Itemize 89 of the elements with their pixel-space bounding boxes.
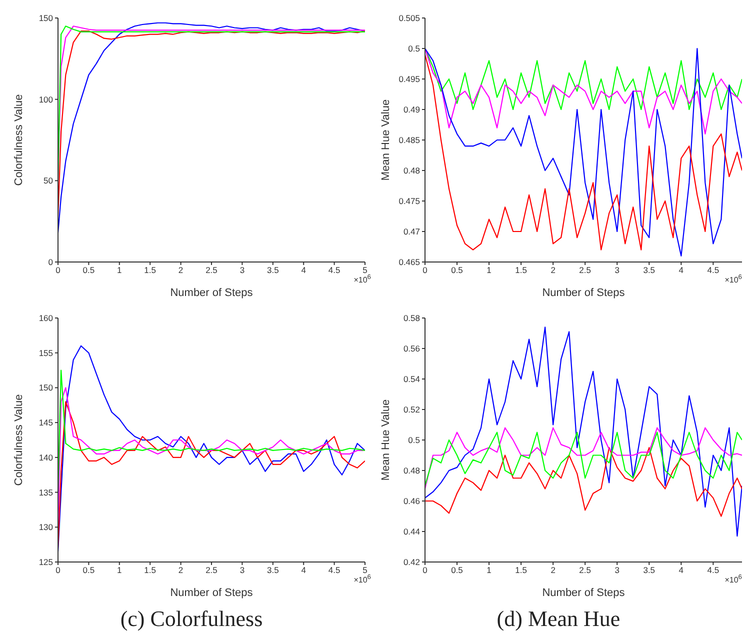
x-tick-label: 4 bbox=[678, 265, 684, 276]
x-axis-title: Number of Steps bbox=[542, 287, 626, 299]
x-tick-label: 0 bbox=[422, 565, 428, 576]
x-tick-label: 2.5 bbox=[579, 565, 592, 576]
x-tick-label: 4.5 bbox=[707, 265, 720, 276]
x-tick-label: 3 bbox=[614, 265, 620, 276]
x-tick-label: 1.5 bbox=[144, 565, 156, 576]
x-tick-label: 2.5 bbox=[206, 265, 218, 276]
x-tick-label: 1.5 bbox=[515, 265, 528, 276]
y-tick-label: 0.49 bbox=[403, 104, 420, 115]
text: ×10$^{6}$ bbox=[354, 274, 371, 285]
x-tick-label: 2 bbox=[550, 565, 556, 576]
x-tick-label: 4 bbox=[301, 565, 306, 576]
x-tick-label: 0.5 bbox=[451, 265, 464, 276]
y-tick-label: 145 bbox=[38, 418, 54, 428]
y-tick-label: 0.42 bbox=[403, 557, 420, 568]
x-tick-label: 1.5 bbox=[515, 565, 528, 576]
y-tick-label: 0.58 bbox=[403, 313, 420, 324]
x-axis-title: Number of Steps bbox=[542, 587, 626, 599]
x-tick-label: 3.5 bbox=[643, 565, 656, 576]
text: ×10$^{6}$ bbox=[724, 274, 742, 285]
y-axis-title: Colorfulness Value bbox=[12, 94, 25, 186]
y-tick-label: 0.505 bbox=[398, 13, 420, 24]
y-axis-title: Mean Hue Value bbox=[380, 99, 392, 181]
y-tick-label: 0.48 bbox=[403, 166, 420, 176]
y-tick-label: 0.47 bbox=[403, 226, 420, 237]
x-tick-label: 3.5 bbox=[266, 265, 280, 276]
y-tick-label: 0.475 bbox=[398, 196, 420, 206]
y-tick-label: 0.46 bbox=[403, 496, 420, 506]
x-tick-label: 5 bbox=[362, 565, 368, 576]
x-tick-label: 4.5 bbox=[707, 565, 720, 576]
y-tick-label: 0.56 bbox=[403, 344, 420, 354]
x-tick-label: 3 bbox=[240, 565, 245, 576]
x-tick-label: 4 bbox=[301, 265, 306, 276]
y-tick-label: 155 bbox=[38, 348, 54, 358]
y-tick-label: 135 bbox=[38, 487, 54, 498]
y-tick-label: 0.44 bbox=[403, 526, 420, 537]
x-tick-label: 4.5 bbox=[328, 565, 340, 576]
y-tick-label: 125 bbox=[38, 557, 54, 568]
x-tick-label: 2 bbox=[550, 265, 556, 276]
x-tick-label: 0 bbox=[56, 265, 61, 276]
y-tick-label: 0.465 bbox=[398, 257, 420, 268]
y-tick-label: 0.5 bbox=[408, 44, 420, 54]
x-tick-label: 3 bbox=[614, 565, 620, 576]
x-tick-label: 2 bbox=[178, 565, 184, 576]
x-tick-label: 1 bbox=[117, 565, 122, 576]
x-tick-label: 0.5 bbox=[451, 565, 464, 576]
x-tick-label: 0.5 bbox=[82, 265, 95, 276]
text: (d) Mean Hue bbox=[496, 606, 622, 632]
line-series bbox=[425, 326, 742, 537]
x-tick-label: 0 bbox=[56, 565, 61, 576]
x-tick-label: 1 bbox=[486, 565, 492, 576]
x-tick-label: 0.5 bbox=[82, 565, 95, 576]
x-tick-label: 4.5 bbox=[328, 265, 340, 276]
y-tick-label: 50 bbox=[44, 176, 54, 186]
x-tick-label: 1 bbox=[486, 265, 492, 276]
x-tick-label: 3.5 bbox=[643, 265, 656, 276]
x-tick-label: 2.5 bbox=[579, 265, 592, 276]
y-tick-label: 0.52 bbox=[403, 404, 420, 415]
x-tick-label: 0 bbox=[422, 265, 428, 276]
y-tick-label: 140 bbox=[38, 452, 54, 462]
line-series bbox=[425, 48, 742, 134]
y-tick-label: 0.48 bbox=[403, 466, 420, 476]
y-tick-label: 160 bbox=[38, 313, 54, 324]
x-tick-label: 5 bbox=[362, 265, 368, 276]
y-tick-label: 0.495 bbox=[398, 74, 420, 84]
x-axis-title: Number of Steps bbox=[170, 587, 254, 599]
line-series bbox=[425, 447, 742, 517]
y-axis-title: Colorfulness Value bbox=[12, 394, 25, 486]
y-tick-label: 0 bbox=[48, 257, 54, 268]
x-tick-label: 2.5 bbox=[206, 565, 218, 576]
x-tick-label: 3.5 bbox=[266, 565, 280, 576]
y-tick-label: 150 bbox=[38, 382, 54, 393]
y-axis-title: Mean Hue Value bbox=[380, 399, 392, 481]
y-tick-label: 150 bbox=[38, 13, 54, 24]
x-tick-label: 1.5 bbox=[144, 265, 156, 276]
x-axis-title: Number of Steps bbox=[170, 287, 254, 299]
text: (c) Colorfulness bbox=[119, 606, 264, 632]
y-tick-label: 0.5 bbox=[408, 435, 420, 446]
x-tick-label: 2 bbox=[178, 265, 184, 276]
y-tick-label: 0.54 bbox=[403, 374, 420, 384]
y-tick-label: 130 bbox=[38, 522, 54, 532]
x-tick-label: 1 bbox=[117, 265, 122, 276]
y-tick-label: 100 bbox=[38, 94, 54, 104]
x-tick-label: 3 bbox=[240, 265, 245, 276]
text: ×10$^{6}$ bbox=[354, 574, 371, 585]
x-tick-label: 4 bbox=[678, 565, 684, 576]
y-tick-label: 0.485 bbox=[398, 135, 420, 146]
text: ×10$^{6}$ bbox=[724, 574, 742, 585]
